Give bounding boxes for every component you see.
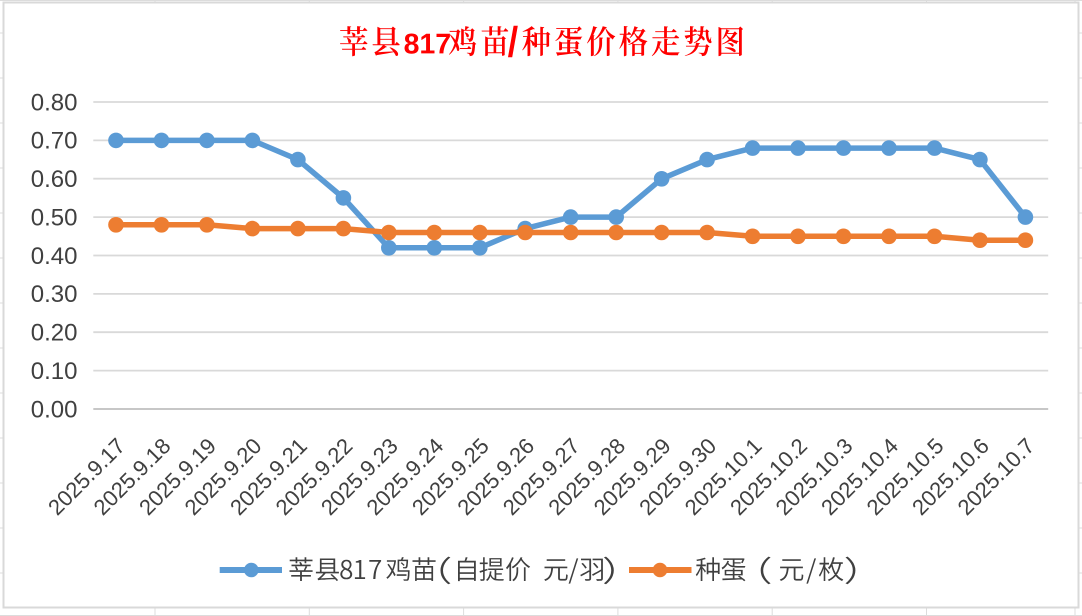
svg-text:0.80: 0.80: [31, 89, 78, 116]
svg-text:0.20: 0.20: [31, 320, 78, 347]
svg-text:0.30: 0.30: [31, 281, 78, 308]
svg-text:0.10: 0.10: [31, 358, 78, 385]
svg-text:0.40: 0.40: [31, 243, 78, 270]
svg-text:0.60: 0.60: [31, 166, 78, 193]
svg-text:0.50: 0.50: [31, 204, 78, 231]
svg-text:0.00: 0.00: [31, 396, 78, 423]
svg-text:0.70: 0.70: [31, 128, 78, 155]
